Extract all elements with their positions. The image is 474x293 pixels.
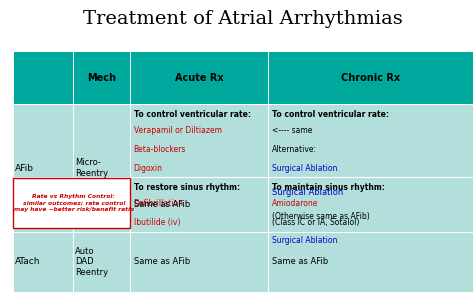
- Text: Auto
DAD
Reentry: Auto DAD Reentry: [75, 247, 108, 277]
- Text: A Flutter: A Flutter: [15, 200, 54, 209]
- Text: To control ventricular rate:: To control ventricular rate:: [134, 110, 251, 119]
- Text: Surgical Ablation: Surgical Ablation: [272, 164, 337, 173]
- Text: Treatment of Atrial Arrhythmias: Treatment of Atrial Arrhythmias: [83, 10, 402, 28]
- Text: <---- same: <---- same: [272, 126, 312, 135]
- Text: Rate vs Rhythm Control:
similar outcomes; rate control
may have ~better risk/ben: Rate vs Rhythm Control: similar outcomes…: [14, 194, 134, 212]
- Text: Amiodarone: Amiodarone: [272, 199, 318, 208]
- Text: To control ventricular rate:: To control ventricular rate:: [272, 110, 389, 119]
- Text: Defibrillation: Defibrillation: [134, 199, 184, 208]
- Text: Chronic Rx: Chronic Rx: [341, 73, 400, 83]
- Text: Ibutilide (iv): Ibutilide (iv): [134, 218, 180, 226]
- FancyBboxPatch shape: [13, 177, 473, 232]
- Text: Beta-blockers: Beta-blockers: [134, 145, 186, 154]
- FancyBboxPatch shape: [13, 232, 473, 292]
- Text: Digoxin: Digoxin: [134, 164, 163, 173]
- Text: (Otherwise same as AFib): (Otherwise same as AFib): [272, 212, 369, 221]
- Text: To maintain sinus rhythm:: To maintain sinus rhythm:: [272, 183, 384, 192]
- Text: Surgical Ablation: Surgical Ablation: [272, 188, 343, 197]
- Text: Mech: Mech: [87, 73, 116, 83]
- Text: Same as AFib: Same as AFib: [272, 257, 328, 266]
- Text: Alternative:: Alternative:: [272, 145, 317, 154]
- Text: Micro-
Reentry: Micro- Reentry: [75, 158, 108, 178]
- Text: Stable
Circuit
(Reentry): Stable Circuit (Reentry): [75, 190, 115, 219]
- FancyBboxPatch shape: [13, 104, 473, 177]
- Text: (Class IC or IA, Sotalol): (Class IC or IA, Sotalol): [272, 218, 359, 226]
- Text: Surgical Ablation: Surgical Ablation: [272, 236, 337, 246]
- Text: AFib: AFib: [15, 164, 34, 173]
- FancyBboxPatch shape: [13, 51, 473, 104]
- Text: Acute Rx: Acute Rx: [175, 73, 223, 83]
- FancyBboxPatch shape: [13, 178, 130, 228]
- Text: To restore sinus rhythm:: To restore sinus rhythm:: [134, 183, 240, 192]
- Text: Verapamil or Diltiazem: Verapamil or Diltiazem: [134, 126, 222, 135]
- Text: ATach: ATach: [15, 257, 41, 266]
- Text: Same as AFib: Same as AFib: [134, 257, 190, 266]
- Text: Same as AFib: Same as AFib: [134, 200, 190, 209]
